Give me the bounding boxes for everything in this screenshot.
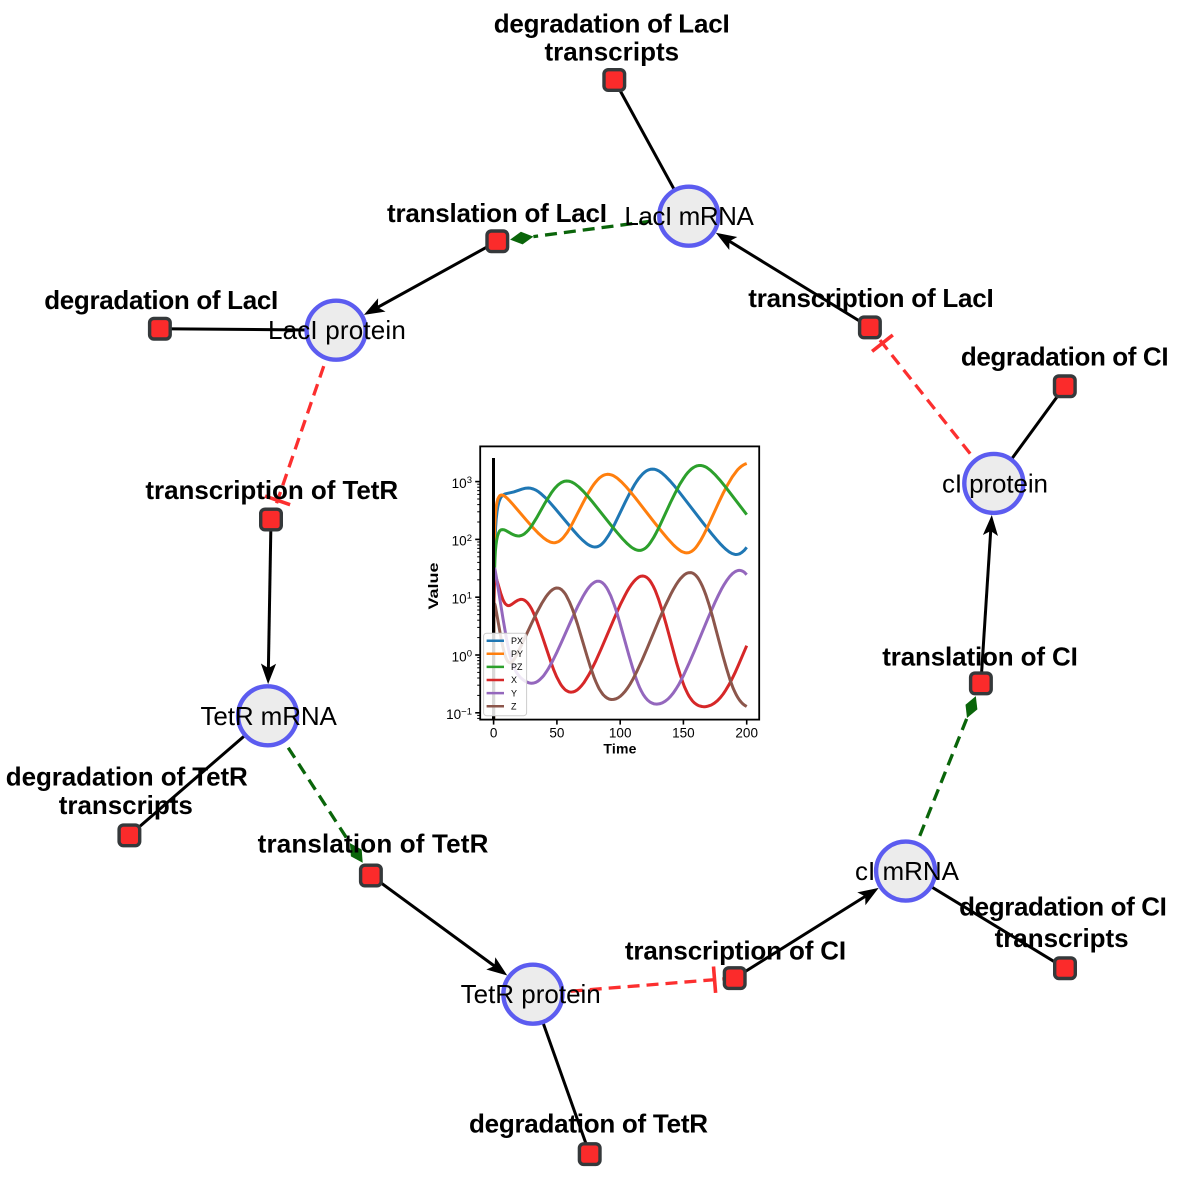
svg-text:LacI mRNA: LacI mRNA [624,201,754,231]
svg-text:Time: Time [603,741,636,757]
svg-text:Y: Y [511,688,517,698]
svg-text:translation of TetR: translation of TetR [258,829,489,859]
svg-text:PZ: PZ [511,662,523,672]
svg-text:PY: PY [511,649,523,659]
svg-text:transcription of TetR: transcription of TetR [145,475,398,505]
svg-text:translation of LacI: translation of LacI [387,198,607,228]
svg-text:cI protein: cI protein [942,468,1048,498]
svg-text:0: 0 [490,726,498,741]
svg-text:transcription of CI: transcription of CI [625,935,846,965]
svg-text:PX: PX [511,636,523,646]
svg-text:degradation of TetR: degradation of TetR [469,1108,708,1138]
svg-text:Value: Value [425,562,441,609]
svg-text:transcripts: transcripts [59,790,193,820]
svg-text:degradation of CI: degradation of CI [959,892,1167,922]
svg-text:50: 50 [549,726,564,741]
svg-text:degradation of LacI: degradation of LacI [44,285,278,315]
svg-text:degradation of LacI: degradation of LacI [494,9,730,39]
svg-text:degradation of TetR: degradation of TetR [6,762,248,792]
svg-text:cI mRNA: cI mRNA [855,856,960,886]
svg-text:200: 200 [735,726,758,741]
svg-text:transcription of LacI: transcription of LacI [748,283,994,313]
svg-text:150: 150 [672,726,695,741]
svg-text:TetR mRNA: TetR mRNA [201,701,338,731]
svg-text:LacI protein: LacI protein [268,315,406,345]
svg-text:TetR protein: TetR protein [461,979,601,1009]
svg-text:translation of CI: translation of CI [882,642,1078,672]
svg-text:X: X [511,675,517,685]
svg-text:transcripts: transcripts [995,923,1129,953]
svg-text:100: 100 [609,726,632,741]
svg-text:degradation of CI: degradation of CI [961,342,1169,372]
svg-text:Z: Z [511,701,517,711]
svg-text:transcripts: transcripts [544,37,679,67]
